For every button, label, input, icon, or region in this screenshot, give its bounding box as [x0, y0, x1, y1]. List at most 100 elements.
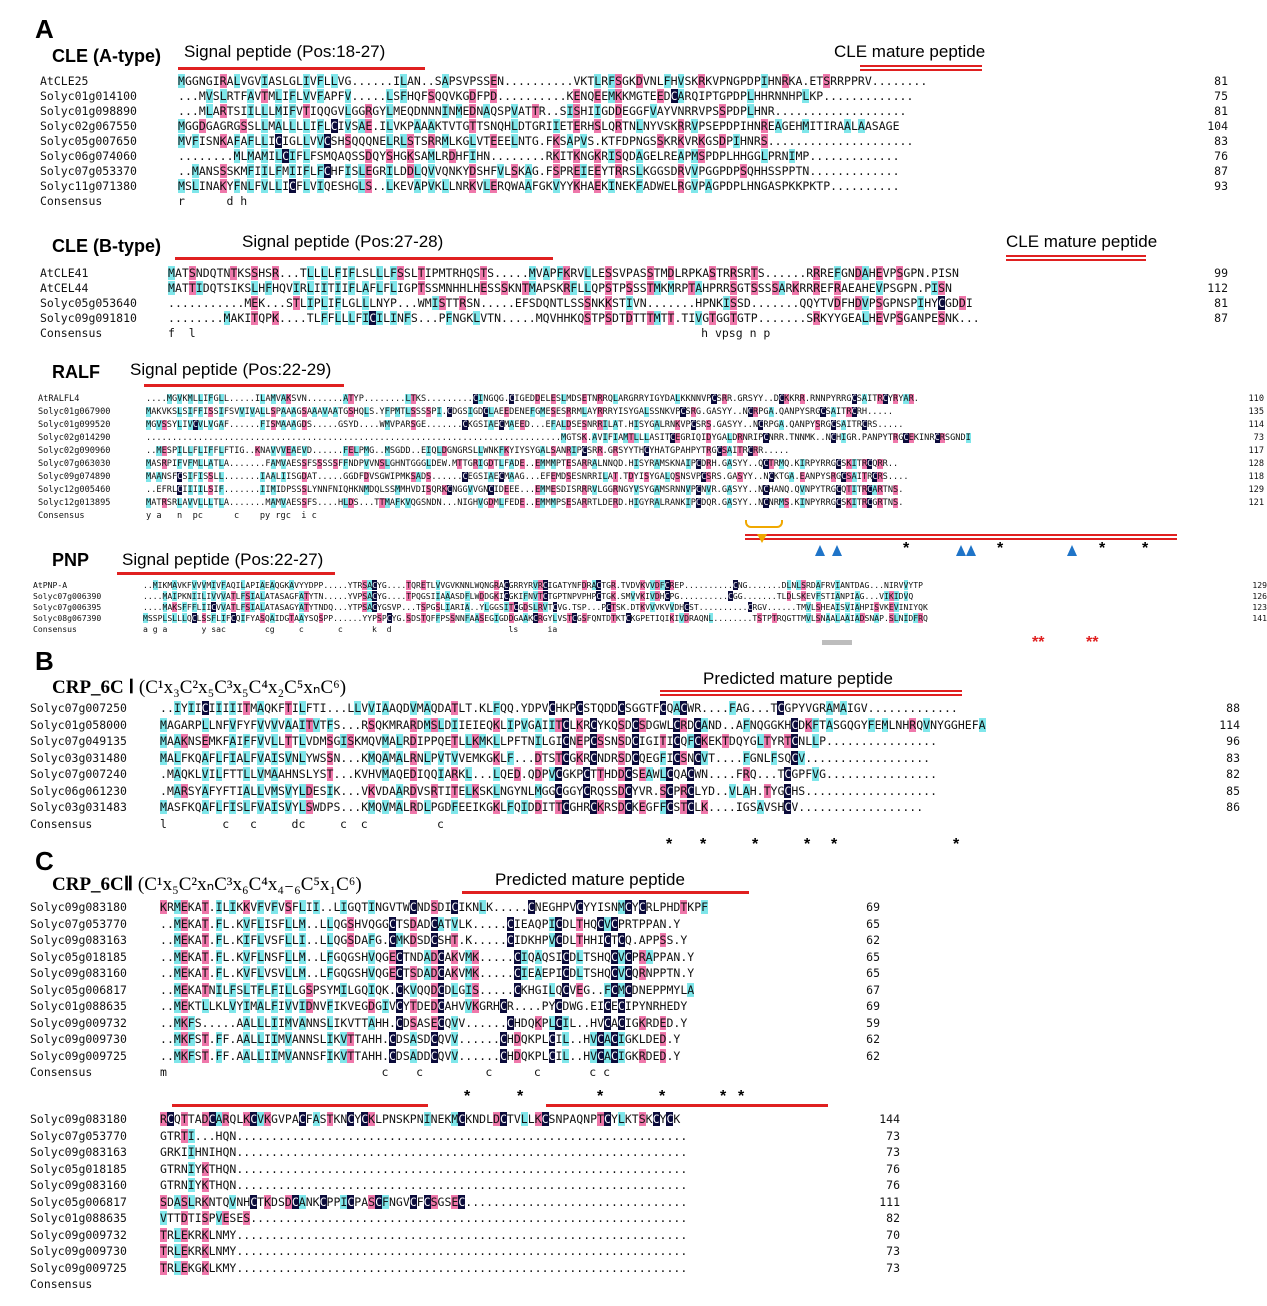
- alignment-row: Solyc09g083160 GTRNIYKTHQN...............…: [30, 1177, 900, 1194]
- sequence-residues: ....MAIPKNIILIVVVATLFSIALATASAGFATYTN...…: [143, 591, 914, 601]
- sequence-name: Solyc05g006817: [30, 982, 127, 997]
- sequence-length: 121: [1248, 498, 1264, 508]
- alignment-row: Solyc06g061230 .MARSYAFYFTIALLVMSVYLDESIK…: [30, 783, 1240, 800]
- sequence-length: 117: [1248, 446, 1264, 456]
- sequence-name: Solyc09g083180: [30, 900, 127, 914]
- sequence-name: Solyc07g053770: [30, 916, 127, 931]
- consensus-residues: r d h: [178, 194, 248, 208]
- sequence-length: 76: [886, 1161, 900, 1176]
- alignment-row: Solyc02g014290..........................…: [38, 432, 1264, 445]
- alignment-row: Solyc01g014100 ...MVSLRTFAVTMLIFLVVFAPFV.…: [40, 89, 1228, 104]
- sequence-length: 99: [1214, 266, 1228, 280]
- consensus-residues: m c c c c c c: [160, 1065, 611, 1079]
- sequence-length: 76: [886, 1178, 900, 1192]
- sequence-residues: MGVSSYLIVCVLVGAF......FISMAAAGDS.....GSY…: [146, 420, 904, 430]
- sequence-length: 65: [866, 966, 880, 980]
- crp-6c-i-mature-bar-2: [660, 694, 962, 696]
- sequence-name: Solyc02g014290: [38, 433, 111, 443]
- crp-6c-i-alignment: Solyc07g007250 ..IYIICIIIIITMAQKFTILFTI..…: [30, 700, 1240, 832]
- alignment-row: Solyc09g083180 KRMEKAT.ILIKKVFVFVSFLII..L…: [30, 899, 880, 916]
- panel-letter-b: B: [35, 646, 54, 676]
- sequence-residues: ..MEKATNILFSLTFLFILLGSPSYMILGQIQK.CKVQQD…: [160, 982, 695, 997]
- alignment-row: Solyc07g006395 ....MAKSFFFLIICVVATLFSIALA…: [33, 602, 1267, 613]
- alignment-row: Solyc07g053770 GTRTI...HQN...............…: [30, 1128, 900, 1145]
- sequence-residues: VTTDTISPVESES...........................…: [160, 1211, 688, 1225]
- sequence-residues: ..MEKTLLKLVYIMALFIVVIDNVFIKVEGDGIVCYTDED…: [160, 999, 688, 1013]
- alignment-row: Solyc09g009730 TRLEKRKLNMY...............…: [30, 1243, 900, 1260]
- ralf-mature-bar-1: [745, 534, 1177, 536]
- sequence-residues: ....MAKSFFFLIICVVATLFSIALATASAGYATYTNDQ.…: [143, 602, 928, 612]
- alignment-row: Solyc09g083160 ..MEKAT.FL.KVFLVSVLLM..LFG…: [30, 965, 880, 982]
- sequence-length: 81: [1214, 74, 1228, 88]
- sequence-name: Solyc07g063030: [38, 459, 111, 469]
- sequence-residues: MAAKNSEMKFAIFFVVLLTTLVDMSGISKMQVMALRDIPP…: [160, 734, 937, 748]
- sequence-residues: MVFISNKAFAFLLICIGLLVVCSHSQQQNELRLSTSRRML…: [178, 134, 914, 148]
- sequence-length: 82: [886, 1211, 900, 1225]
- sequence-length: 73: [886, 1260, 900, 1275]
- sequence-residues: ...MLARTSIILLLMIFVTIQQGVLGGRGYLMEQDNNNIN…: [178, 104, 907, 118]
- alignment-row: Solyc06g074060 ........MLMAMILCIFLFSMQAQS…: [40, 149, 1228, 164]
- sequence-length: 96: [1226, 734, 1240, 748]
- sequence-residues: GTRNIYKTHQN.............................…: [160, 1178, 688, 1192]
- cle-b-alignment: AtCLE41 MATSNDQTNTKSSHSR...TLLLLFIFLSLLLF…: [40, 266, 1228, 341]
- alignment-row: Solyc07g053370 ..MANSSSKMFIILFMIIFLFCHFIS…: [40, 164, 1228, 179]
- sequence-name: Solyc09g009732: [30, 1227, 127, 1242]
- alignment-row: Solyc07g007240 .MAQKLVILFTTLLVMAAHNSLYST.…: [30, 766, 1240, 783]
- sequence-length: 62: [866, 1032, 880, 1046]
- sequence-length: 112: [1207, 281, 1228, 295]
- sequence-length: 73: [1253, 433, 1264, 443]
- alignment-row: Solyc07g049135 MAAKNSEMKFAIFFVVLLTTLVDMSG…: [30, 733, 1240, 750]
- alignment-row: AtCEL44 MATTIDQTSIKSLHFHQVIRLIITIIFLAFLFL…: [40, 281, 1228, 296]
- sequence-name: Solyc02g067550: [40, 119, 137, 133]
- ralf-conserved-site-marker-4: [966, 545, 976, 556]
- sequence-name: Solyc07g006390: [33, 591, 102, 601]
- ralf-conserved-site-marker-2: [832, 545, 842, 556]
- cle-b-mature-bar-1: [1006, 255, 1146, 257]
- consensus-row: Consensus m c c c c c c: [30, 1064, 880, 1081]
- pnp-kd-motif-bar: [822, 640, 852, 645]
- sequence-residues: MSSPLSLLLQCLSSFLIFCQIFYASQAIDGTAAYSQSPP.…: [143, 613, 928, 623]
- sequence-name: Solyc11g071380: [40, 179, 137, 193]
- sequence-residues: ..MIKMAVKFVVVMIVFAQILAPIAEAQGKAVYYDPP...…: [143, 580, 923, 590]
- consensus-row: Consensus a g a y sac cg c c k d ls ia: [33, 624, 1267, 635]
- sequence-length: 114: [1248, 420, 1264, 430]
- sequence-residues: GTRTI...HQN.............................…: [160, 1128, 688, 1143]
- alignment-row: Solyc07g063030 MASRPIFVFMLLATLA.......FAM…: [38, 458, 1264, 471]
- consensus-label: Consensus: [38, 511, 85, 521]
- sequence-residues: ..MANSSSKMFIILFMIIFLFCHFISLEGRILDDLQVVQN…: [178, 164, 900, 178]
- sequence-length: 76: [1214, 149, 1228, 163]
- consensus-label: Consensus: [40, 326, 103, 340]
- sequence-length: 81: [1214, 104, 1228, 118]
- ralf-conserved-site-marker-1: [815, 545, 825, 556]
- sequence-residues: ..MEKAT.FL.KVFLVSVLLM..LFGQGSHVQGECTSDAD…: [160, 966, 695, 980]
- alignment-row: Solyc11g071380 MSLINAKYFNLFVLLICFLVIQESHG…: [40, 179, 1228, 194]
- sequence-residues: MATRSRLAVVLLLTLA.......MAMVAESSFS....HLD…: [146, 498, 904, 508]
- sequence-name: Solyc02g090960: [38, 446, 111, 456]
- sequence-name: Solyc12g005460: [38, 485, 111, 495]
- sequence-name: Solyc03g031480: [30, 750, 127, 765]
- alignment-row: Solyc01g099520 MGVSSYLIVCVLVGAF......FISM…: [38, 419, 1264, 432]
- alignment-row: Solyc09g009732 ..MKFS.....AALLLIIMVANNSLI…: [30, 1015, 880, 1032]
- sequence-name: Solyc01g088635: [30, 999, 127, 1013]
- alignment-row: Solyc05g007650 MVFISNKAFAFLLICIGLLVVCSHSQ…: [40, 134, 1228, 149]
- sequence-name: Solyc09g091810: [40, 311, 137, 325]
- sequence-residues: ..MKFS.....AALLLIIMVANNSLIKVTTAHH.CDSASE…: [160, 1015, 688, 1030]
- sequence-residues: ........................................…: [146, 433, 971, 443]
- sequence-residues: ..EFRLCIIIILSIF.......IIMIDPSSSLYNNFNIQH…: [146, 485, 904, 495]
- sequence-length: 88: [1226, 701, 1240, 715]
- pnp-title: PNP: [52, 550, 90, 570]
- sequence-length: 114: [1219, 717, 1240, 732]
- alignment-row: Solyc01g067900 MAKVKSLSIFFISSIFSVVIVALLSP…: [38, 406, 1264, 419]
- sequence-name: Solyc09g074890: [38, 472, 111, 482]
- alignment-row: AtRALFL4 ....MGVKMLLIFGLL.....ILAMVAKSVN.…: [38, 393, 1264, 406]
- crp-6c-ii-alignment: Solyc09g083180 KRMEKAT.ILIKKVFVFVSFLII..L…: [30, 899, 880, 1081]
- sequence-length: 81: [1214, 296, 1228, 310]
- consensus-label: Consensus: [40, 194, 103, 208]
- sequence-length: 73: [886, 1244, 900, 1258]
- sequence-residues: ..IYIICIIIIITMAQKFTILFTI...LLVVIAAQDVMAQ…: [160, 701, 958, 715]
- cle-a-signal-bar: [178, 67, 425, 70]
- sequence-name: Solyc01g014100: [40, 89, 137, 103]
- sequence-length: 128: [1248, 459, 1264, 469]
- alignment-row: Solyc09g009730 ..MKFST.FF.AALLIIMVANNSLIK…: [30, 1031, 880, 1048]
- crp-6c-ii-mature-label: Predicted mature peptide: [495, 870, 685, 889]
